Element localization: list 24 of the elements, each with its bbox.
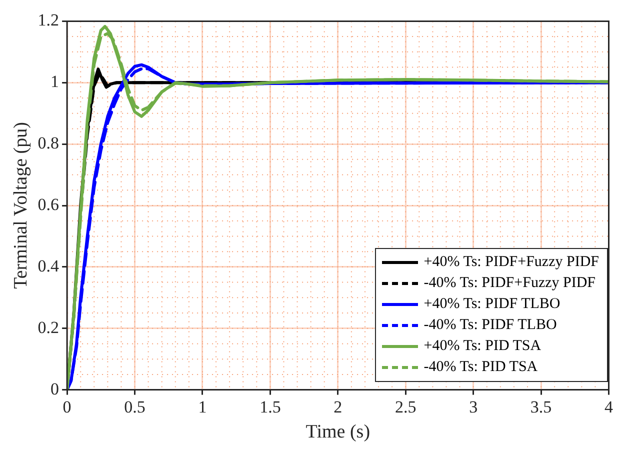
x-tick-label: 1 [198, 397, 207, 416]
legend-label: -40% Ts: PIDF TLBO [424, 317, 557, 334]
legend-label: -40% Ts: PID TSA [424, 359, 538, 376]
x-tick-label: 4 [604, 397, 614, 416]
x-tick-label: 1.5 [260, 397, 281, 416]
y-axis-title: Terminal Voltage (pu) [10, 122, 32, 289]
y-tick-label: 0.2 [38, 318, 60, 337]
x-tick-label: 3 [469, 397, 478, 416]
x-tick-label: 0 [62, 397, 72, 416]
x-tick-label: 0.5 [124, 397, 146, 416]
y-tick-label: 0.4 [38, 256, 60, 276]
x-tick-label: 2.5 [394, 397, 416, 416]
legend-label: +40% Ts: PIDF TLBO [424, 296, 560, 313]
x-tick-label: 3.5 [530, 397, 552, 416]
legend-label: -40% Ts: PIDF+Fuzzy PIDF [424, 275, 596, 292]
x-axis-title: Time (s) [306, 422, 370, 443]
y-tick-label: 0.6 [38, 194, 60, 214]
y-tick-label: 0.8 [38, 134, 60, 153]
y-tick-label: 1.2 [38, 10, 60, 30]
y-tick-label: 0 [50, 379, 60, 398]
legend-label: +40% Ts: PIDF+Fuzzy PIDF [424, 254, 599, 271]
x-tick-label: 2 [334, 397, 342, 416]
legend-label: +40% Ts: PID TSA [424, 338, 542, 355]
y-tick-label: 1 [50, 72, 60, 92]
